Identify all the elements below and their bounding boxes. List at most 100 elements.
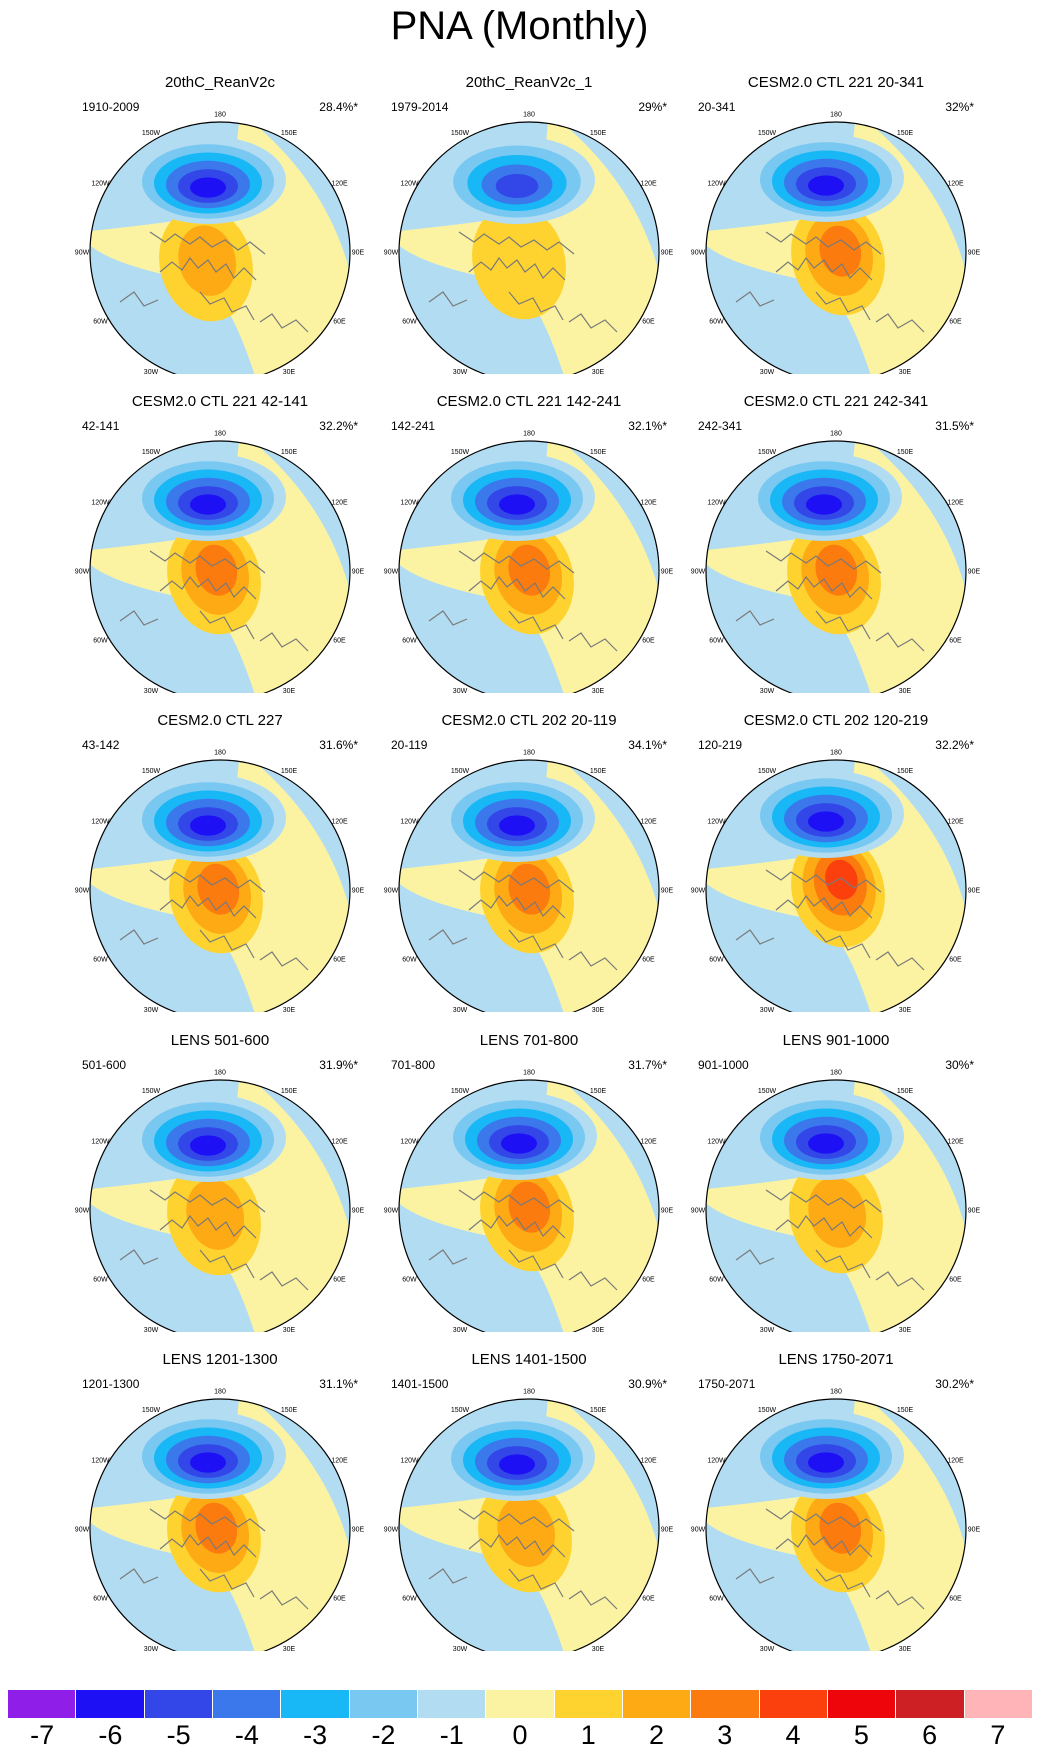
longitude-label: 90W [384,569,399,576]
polar-map: 180150E120E90E60E30E030W60W90W120W150W [384,112,674,374]
longitude-label: 180 [523,431,535,438]
longitude-label: 90E [661,250,674,257]
longitude-label: 30W [144,1646,159,1651]
coastline [875,951,925,971]
coastline [149,869,266,893]
longitude-label: 150W [142,449,161,456]
coastline [765,1189,882,1213]
figure-title: PNA (Monthly) [390,4,649,48]
polar-map: 180150E120E90E60E30E030W60W90W120W150W [75,112,365,374]
longitude-label: 120W [400,181,419,188]
longitude-label: 90E [968,1208,981,1215]
longitude-label: 120W [91,181,110,188]
longitude-label: 120W [91,819,110,826]
longitude-label: 150E [590,130,607,137]
panel-title: CESM2.0 CTL 221 142-241 [436,393,622,410]
longitude-label: 180 [523,1389,535,1396]
longitude-label: 90W [691,569,706,576]
map-panel: LENS 1401-1500 1401-1500 30.9%* 180 150E 120E… [379,1351,679,1671]
longitude-label: 120E [947,1458,964,1465]
map-panel: CESM2.0 CTL 202 20-119 20-119 34.1%* 180 150… [379,712,679,1032]
longitude-label: 60E [333,957,346,964]
longitude-label: 150W [142,1407,161,1414]
longitude-label: 150W [451,449,470,456]
colorbar-label: -7 [30,1720,55,1750]
panel-variance: 34.1%* [628,738,667,752]
negative-contour [495,174,539,198]
map-boundary [705,440,967,693]
longitude-label: 30E [899,1007,912,1012]
longitude-label: 180 [214,431,226,438]
panel-variance: 32%* [945,100,974,114]
longitude-label: 120W [91,1139,110,1146]
coastline [259,1271,309,1291]
longitude-label: 30W [144,1007,159,1012]
colorbar-label: 7 [990,1720,1006,1750]
longitude-label: 30W [144,688,159,693]
longitude-label: 120W [707,819,726,826]
longitude-label: 90E [968,569,981,576]
coastline [815,1249,871,1279]
coastline [458,550,575,574]
longitude-label: 90W [75,250,90,257]
longitude-label: 60E [949,638,962,645]
coastline [428,1568,468,1584]
longitude-label: 90E [661,569,674,576]
longitude-label: 90E [352,250,365,257]
longitude-label: 90W [691,888,706,895]
longitude-label: 120E [947,819,964,826]
coastline [735,291,775,307]
negative-contour [808,1452,844,1473]
coastlines [428,1508,618,1610]
map-boundary [398,1079,660,1332]
coastline [815,291,871,321]
panel-variance: 30%* [945,1058,974,1072]
positive-contour [819,1502,862,1554]
negative-contour [808,811,844,832]
negative-contour [499,815,535,836]
longitude-label: 90E [352,1208,365,1215]
map-panel: CESM2.0 CTL 202 120-219 120-219 32.2%* 180 1… [686,712,986,1032]
coastlines [428,231,618,333]
colorbar: -7 -6 -5 -4 -3 -2 -1 0 1 2 3 4 5 6 7 [8,1690,1032,1754]
panel-period: 20-341 [698,100,736,114]
coastline [119,1249,159,1265]
colorbar-label: 2 [649,1720,665,1750]
coastline [568,951,618,971]
map-boundary [705,121,967,374]
map-field [706,1080,966,1332]
polar-map: 180150E120E90E60E30E030W60W90W120W150W [75,1389,365,1651]
longitude-label: 120E [331,500,348,507]
longitude-label: 30W [760,369,775,374]
panel-title: LENS 1401-1500 [471,1351,587,1368]
negative-contour [190,1452,226,1473]
coastline [199,1568,255,1598]
polar-map: 180150E120E90E60E30E030W60W90W120W150W [75,1070,365,1332]
colorbar-boxes [8,1690,1032,1718]
coastline [428,610,468,626]
colorbar-box [349,1690,418,1718]
panel-title: LENS 501-600 [170,1032,270,1049]
coastlines [119,1508,309,1610]
colorbar-box [691,1690,760,1718]
map-boundary [89,1398,351,1651]
coastline [199,1249,255,1279]
positive-contour [195,544,238,596]
colorbar-label: -4 [234,1720,259,1750]
coastlines [735,231,925,333]
coastline [159,894,257,919]
longitude-label: 120E [331,1139,348,1146]
longitude-label: 180 [830,112,842,119]
longitude-label: 150W [142,768,161,775]
map-panel: CESM2.0 CTL 227 43-142 31.6%* 180 150E 120E 90… [70,712,370,1032]
coastline [468,256,566,281]
longitude-label: 90W [75,1527,90,1534]
longitude-label: 60E [333,638,346,645]
longitude-label: 90W [384,250,399,257]
map-field [706,441,966,693]
panel-variance: 32.2%* [935,738,974,752]
longitude-label: 30E [592,1646,605,1651]
longitude-label: 150W [451,1407,470,1414]
longitude-label: 180 [523,750,535,757]
longitude-label: 90E [661,1527,674,1534]
